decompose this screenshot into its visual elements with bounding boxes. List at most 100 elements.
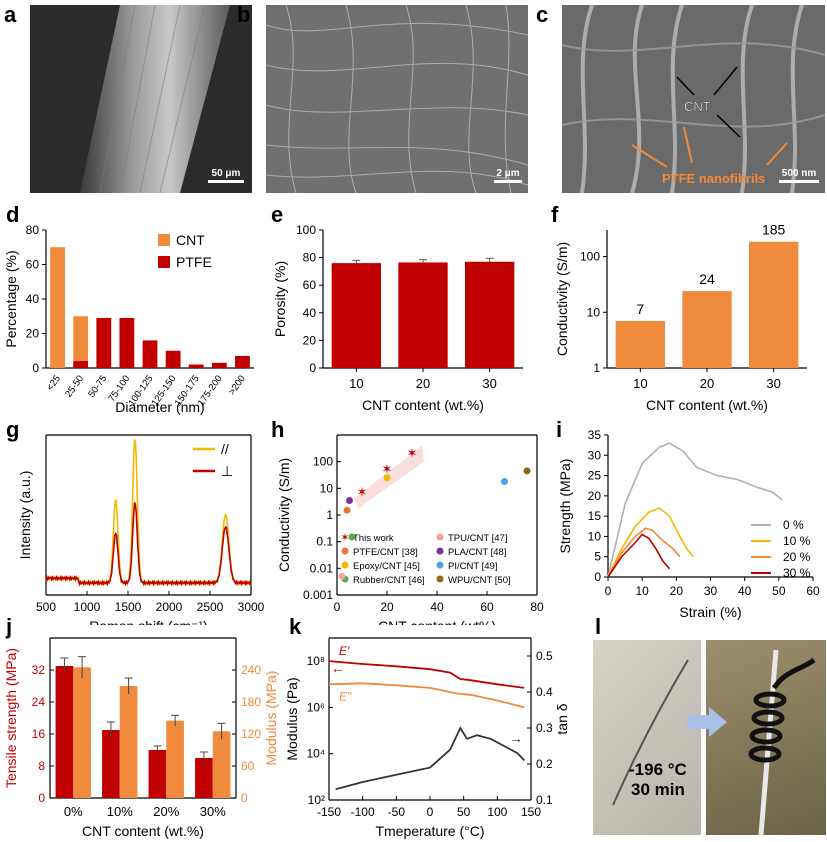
y-tick-label: 30 [588,448,602,462]
panel-label: d [6,202,19,227]
y-tick-label: 15 [588,509,602,523]
legend-marker: ✶ [340,532,349,544]
panel-label-a: a [4,2,17,27]
y-tick-label: 35 [588,428,602,442]
panel-label: j [5,614,12,639]
condition-label: -196 °C 30 min [629,760,687,800]
condition-time: 30 min [630,780,685,799]
x-tick-label: 100 [487,805,507,819]
x-tick-label: 60 [806,584,820,598]
legend-label: PTFE [176,254,212,270]
y-axis-title: Strength (MPa) [557,459,573,554]
y2-tick-label: 0.3 [536,721,553,735]
scale-bar-b-label: 2 μm [496,168,520,179]
bar-conductivity [749,241,799,368]
chart-tensile-modulus: j 0 8 16 24 32 0 60 120 180 240 0% 10% 20% 30% CNT cont… [3,614,279,839]
y-tick-label: 0 [32,361,39,375]
chart-conductivity-comparison: h 0 20 40 60 80 0.001 0.01 0.1 1 10 100 ✶ ✶ ✶ ✶ This wor… [271,417,544,625]
x-tick-label: -50 [388,805,406,819]
y2-tick-label: 0.1 [536,793,553,807]
x-tick-label: <25 [45,373,63,393]
data-label: 185 [762,222,786,238]
x-tick-label: 1500 [115,600,142,614]
chart-raman: g 500 1000 1500 2000 2500 3000 // ⊥ Raman shift (… [6,417,265,625]
y-tick-label: 10⁸ [307,654,325,668]
legend-label: ⊥ [221,463,233,479]
x-tick-label: 50 [772,584,786,598]
bar-ptfe [211,362,227,368]
legend-label: 0 % [783,518,804,532]
y-tick-label: 100 [313,455,333,469]
x-tick-label: 2500 [197,600,224,614]
x-tick-label: 2000 [156,600,183,614]
curve-20 [607,527,681,578]
x-tick-label: >200 [227,373,248,397]
legend-label: Epoxy/CNT [45] [353,561,420,572]
y2-tick-label: 120 [241,727,261,741]
y-tick-label: 24 [32,695,46,709]
y2-tick-label: 0.4 [536,685,553,699]
x-axis-title: Strain (%) [679,604,741,620]
scale-bar-c-label: 500 nm [781,168,817,179]
scatter-point [383,474,391,482]
panel-label: g [6,417,19,442]
y-tick-label: 1 [326,508,333,522]
x-tick-label: 40 [430,600,444,614]
legend-marker [436,533,444,541]
x-tick-label: 50-75 [86,373,109,399]
bar-ptfe [142,340,158,368]
y-tick-label: 5 [594,550,601,564]
scatter-point [343,506,351,514]
curve-modulus [328,682,525,709]
legend-label: 30 % [783,566,811,580]
panel-label: i [556,417,562,442]
fiber-photo-after [748,649,816,835]
x-tick-label: 500 [36,600,56,614]
panel-l: l -196 °C 30 min [575,612,827,842]
star-marker: ✶ [407,446,418,461]
bar-ptfe [235,355,250,368]
legend-label: Rubber/CNT [46] [353,575,425,586]
sem-image-fiber: 50 μm [30,5,252,193]
y-tick-label: 100 [296,223,316,237]
bar-porosity [465,261,515,368]
legend-swatch [158,256,170,268]
x-tick-label: 30 [482,376,496,391]
star-marker: ✶ [357,484,368,499]
bar-porosity [331,263,381,368]
scale-bar-a: 50 μm [208,168,244,183]
y-tick-label: 10⁴ [306,747,325,761]
x-tick-label: 10% [107,804,133,819]
x-tick-label: 30% [200,804,226,819]
panel-label-b: b [237,2,251,27]
scale-bar-a-label: 50 μm [211,168,241,179]
y-tick-label: 25 [588,469,602,483]
legend-label: WPU/CNT [50] [448,575,511,586]
bar-ptfe [96,317,112,368]
arrow-left-icon: ← [331,660,345,676]
legend-label: // [221,441,229,457]
x-tick-label: 50 [457,805,471,819]
panel-label-l: l [595,614,602,639]
panel-a: a 50 μm [0,0,255,195]
x-tick-label: 10 [633,376,647,391]
annot-e-double-prime: E" [339,689,352,703]
chart-dma: k -150 -100 -50 0 50 100 150 10² 10⁴ 10⁶ 10⁸ 0.1 0.2 0… [284,614,570,839]
x-tick-label: 20 [700,376,714,391]
arrow-right-icon: → [509,730,523,746]
x-tick-label: 0% [64,804,83,819]
legend-label: TPU/CNT [47] [448,533,507,544]
y-axis-title: Conductivity (S/m) [554,242,570,356]
data-label: 7 [636,301,644,317]
bar-modulus [73,667,91,798]
legend-label: PTFE/CNT [38] [353,547,418,558]
scale-bar-b: 2 μm [494,168,522,183]
y-tick-label: 10⁶ [307,700,325,714]
x-tick-label: 60 [480,600,494,614]
panel-label: h [271,417,284,442]
scale-bar-c: 500 nm [779,168,819,183]
sem-image-nanofibrils: CNT PTFE nanofibrils 500 nm [562,5,825,193]
network-texture [266,5,528,193]
y2-tick-label: 180 [241,695,261,709]
